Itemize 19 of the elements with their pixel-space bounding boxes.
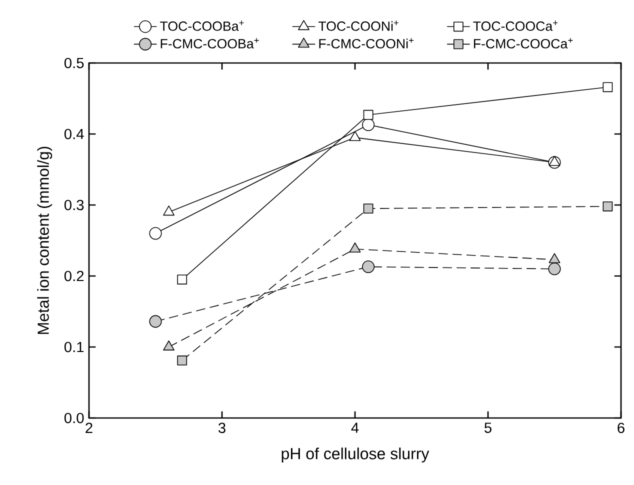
x-tick-label: 6 [618,422,624,434]
legend-label: F-CMC-COOCa$^{+}$ [474,38,573,48]
y-tick-label: 0.3 [64,200,84,210]
y-axis-title: Metal ion content (mmol/g) [37,146,52,334]
legend-label: TOC-COONi$^{+}$ [318,20,398,31]
legend-label: TOC-COOCa$^{+}$ [473,20,558,31]
x-tick-label: 3 [218,422,226,434]
legend-label: F-CMC-COOBa$^{+}$ [160,38,259,48]
legend-label: F-CMC-COONi$^{+}$ [319,38,414,48]
x-tick-label: 4 [351,422,359,433]
y-tick-label: 0.2 [64,270,84,282]
y-tick-label: 0.4 [64,128,84,140]
x-axis-title: pH of cellulose slurry [282,448,430,462]
y-tick-label: 0.1 [64,342,84,352]
legend-label: TOC-COOBa$^{+}$ [160,20,244,31]
x-tick-label: 2 [86,422,92,433]
y-tick-label: 0.5 [64,58,84,68]
y-tick-label: 0.0 [64,412,84,424]
x-tick-label: 5 [484,422,492,433]
